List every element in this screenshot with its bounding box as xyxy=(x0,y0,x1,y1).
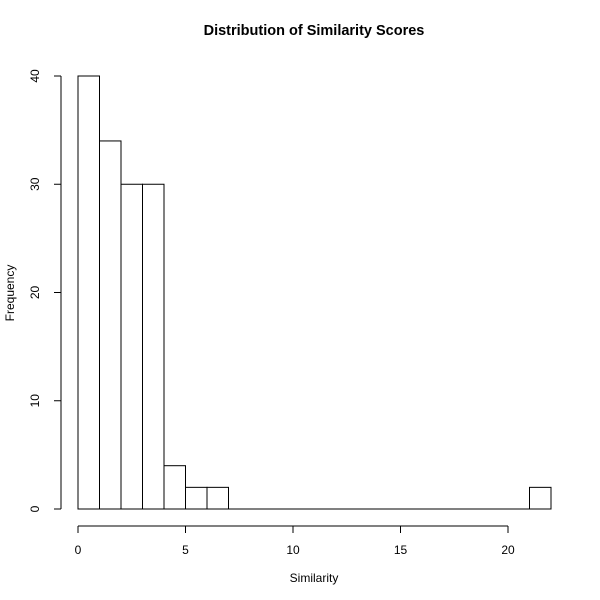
x-tick-label: 0 xyxy=(75,543,82,557)
y-tick-label: 0 xyxy=(28,505,42,512)
x-axis: 0 5 10 15 20 xyxy=(75,525,515,557)
histogram-bar xyxy=(206,486,229,510)
y-axis-label: Frequency xyxy=(3,265,17,322)
bars-group xyxy=(77,75,552,510)
y-tick-label: 10 xyxy=(28,394,42,408)
histogram-bar xyxy=(163,465,186,510)
x-tick-label: 20 xyxy=(501,543,515,557)
histogram-bar xyxy=(120,183,143,510)
histogram-bar xyxy=(185,486,208,510)
histogram-bar xyxy=(77,75,100,510)
histogram-bar xyxy=(529,486,552,510)
histogram-bar xyxy=(99,140,122,510)
x-tick-label: 10 xyxy=(286,543,300,557)
y-axis: 0 10 20 30 40 xyxy=(28,69,62,512)
y-tick-label: 20 xyxy=(28,286,42,300)
x-tick-label: 5 xyxy=(182,543,189,557)
histogram-bar xyxy=(142,183,165,510)
chart-title: Distribution of Similarity Scores xyxy=(204,23,425,39)
x-axis-label: Similarity xyxy=(290,571,339,585)
y-tick-label: 30 xyxy=(28,177,42,191)
y-tick-label: 40 xyxy=(28,69,42,83)
x-tick-label: 15 xyxy=(394,543,408,557)
